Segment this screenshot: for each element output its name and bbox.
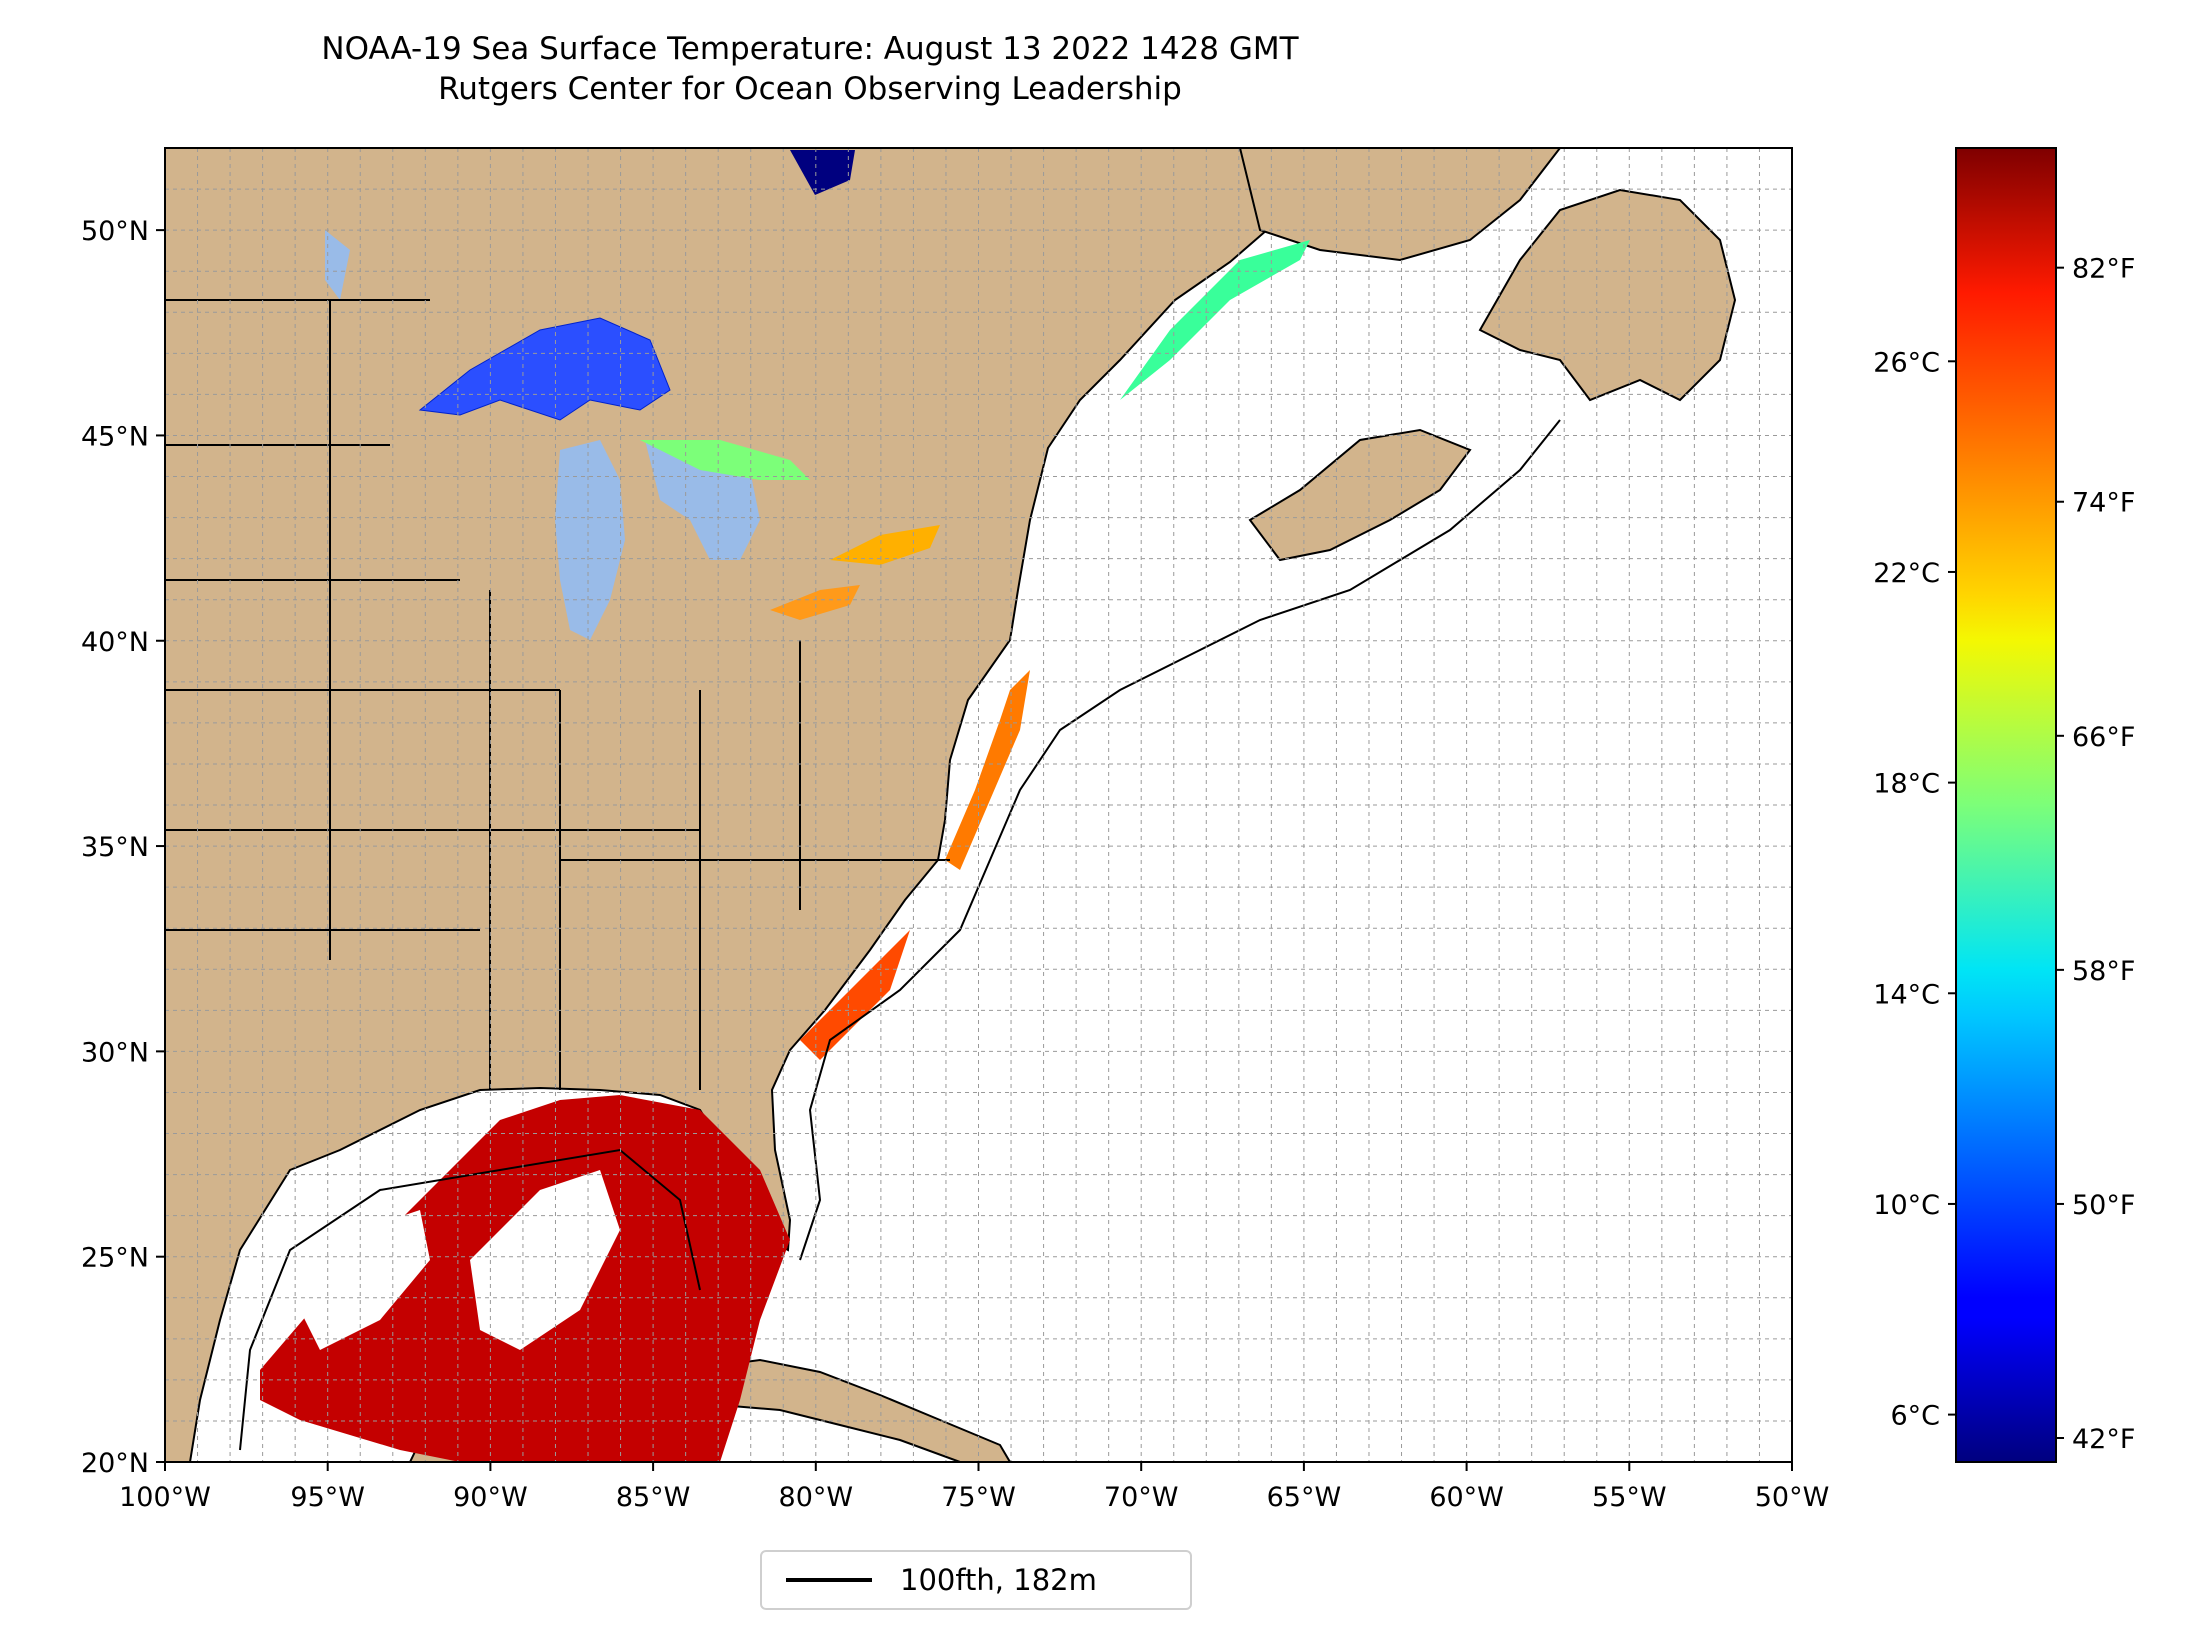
colorbar — [1955, 147, 2057, 1463]
colorbar-celsius-ticks: 6°C 10°C 14°C 18°C 22°C 26°C — [1873, 347, 1956, 1432]
fahrenheit-tick-label: 74°F — [2072, 488, 2135, 519]
y-axis-ticks: 20°N 25°N 30°N 35°N 40°N 45°N 50°N — [81, 216, 165, 1479]
y-tick-label: 45°N — [81, 421, 149, 452]
lake-winnipeg — [325, 230, 350, 300]
map-title: NOAA-19 Sea Surface Temperature: August … — [321, 31, 1299, 67]
lake-ontario — [830, 525, 940, 565]
x-tick-label: 75°W — [941, 1482, 1016, 1513]
legend-label: 100fth, 182m — [900, 1563, 1097, 1597]
fahrenheit-tick-label: 58°F — [2072, 956, 2135, 987]
celsius-tick-label: 10°C — [1873, 1190, 1940, 1221]
fahrenheit-tick-label: 66°F — [2072, 722, 2135, 753]
fahrenheit-tick-label: 42°F — [2072, 1424, 2135, 1455]
x-tick-label: 90°W — [453, 1482, 528, 1513]
x-tick-label: 95°W — [290, 1482, 365, 1513]
celsius-tick-label: 6°C — [1890, 1401, 1940, 1432]
x-axis-ticks: 100°W 95°W 90°W 85°W 80°W 75°W 70°W 65°W 60°W 55°… — [119, 1462, 1829, 1513]
quebec-north-land — [1238, 148, 1562, 262]
celsius-tick-label: 26°C — [1873, 347, 1940, 378]
gulf-cloud-gap — [470, 1170, 620, 1350]
x-tick-label: 60°W — [1429, 1482, 1504, 1513]
lake-michigan — [555, 440, 625, 640]
james-bay-sst — [790, 150, 855, 195]
isobath-100fth — [799, 419, 1561, 1261]
map-subtitle: Rutgers Center for Ocean Observing Leade… — [438, 71, 1182, 107]
lake-huron-north — [640, 440, 810, 480]
mid-atlantic-sst — [945, 670, 1030, 870]
celsius-tick-label: 22°C — [1873, 558, 1940, 589]
st-lawrence-sst — [1120, 240, 1310, 400]
x-tick-label: 85°W — [616, 1482, 691, 1513]
legend-line-swatch — [786, 1578, 872, 1582]
state-borders — [165, 299, 950, 1090]
nova-scotia-land — [1248, 428, 1472, 562]
fahrenheit-tick-label: 82°F — [2072, 254, 2135, 285]
y-tick-label: 30°N — [81, 1037, 149, 1068]
y-tick-label: 20°N — [81, 1448, 149, 1479]
x-tick-label: 55°W — [1592, 1482, 1667, 1513]
y-tick-label: 50°N — [81, 216, 149, 247]
y-tick-label: 40°N — [81, 627, 149, 658]
celsius-tick-label: 18°C — [1873, 769, 1940, 800]
carolina-sst — [800, 930, 910, 1060]
x-tick-label: 65°W — [1267, 1482, 1342, 1513]
x-tick-label: 50°W — [1755, 1482, 1830, 1513]
newfoundland-land — [1478, 188, 1737, 402]
lake-erie — [770, 585, 860, 620]
legend-box: 100fth, 182m — [760, 1550, 1192, 1610]
x-tick-label: 70°W — [1104, 1482, 1179, 1513]
y-tick-label: 35°N — [81, 832, 149, 863]
y-tick-label: 25°N — [81, 1243, 149, 1274]
x-tick-label: 100°W — [119, 1482, 211, 1513]
graticule-grid — [165, 148, 1792, 1462]
isobath-gulf — [239, 1148, 701, 1451]
colorbar-fahrenheit-ticks: 42°F 50°F 58°F 66°F 74°F 82°F — [2056, 254, 2135, 1455]
x-tick-label: 80°W — [779, 1482, 854, 1513]
celsius-tick-label: 14°C — [1873, 979, 1940, 1010]
fahrenheit-tick-label: 50°F — [2072, 1190, 2135, 1221]
